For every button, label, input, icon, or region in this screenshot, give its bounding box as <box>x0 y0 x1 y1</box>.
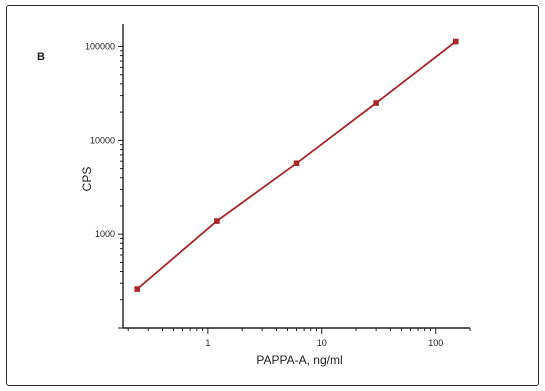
data-point <box>214 218 220 224</box>
x-tick-label: 100 <box>428 338 443 348</box>
y-axis-label: CPS <box>80 167 94 192</box>
y-tick-label: 100000 <box>85 42 115 52</box>
chart-frame <box>6 5 539 386</box>
y-tick-label: 1000 <box>95 229 115 239</box>
series-group <box>134 38 459 292</box>
data-point <box>293 160 300 167</box>
x-axis-label: PAPPA-A, ng/ml <box>256 353 342 367</box>
data-point <box>452 38 459 45</box>
x-tick-label: 1 <box>205 338 210 348</box>
x-tick-label: 10 <box>317 338 327 348</box>
x-axis-ticks: 1 10 100 <box>127 328 471 348</box>
y-tick-label: 10000 <box>90 135 115 145</box>
panel-label: B <box>37 51 45 63</box>
data-point <box>134 286 141 292</box>
data-point <box>373 100 379 106</box>
y-axis-ticks: 1000 10000 100000 <box>85 42 123 329</box>
